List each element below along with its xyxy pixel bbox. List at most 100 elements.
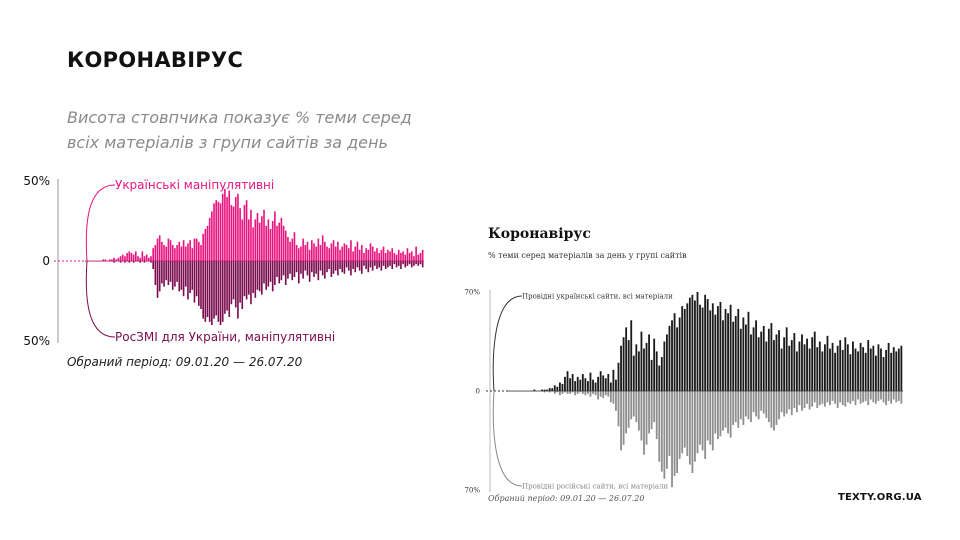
bar (278, 222, 281, 261)
bar (297, 261, 300, 284)
bar (371, 246, 374, 261)
bar (711, 303, 714, 391)
bar (184, 261, 187, 287)
bar (189, 240, 191, 261)
bar (239, 208, 241, 261)
bar (668, 325, 671, 391)
bar (671, 391, 673, 488)
bar (269, 229, 272, 261)
bar (143, 261, 146, 263)
bar (862, 391, 865, 403)
bar (163, 245, 165, 261)
bar (206, 225, 209, 261)
bar (581, 391, 584, 394)
bar (358, 261, 361, 271)
bar (204, 229, 207, 261)
bar (795, 351, 798, 391)
bar (788, 391, 791, 410)
bar (380, 261, 383, 271)
bar (319, 245, 322, 261)
bar (421, 261, 424, 268)
bar (382, 261, 385, 266)
bar (211, 211, 213, 261)
bar (389, 251, 391, 261)
bar (900, 345, 903, 391)
bar (798, 341, 801, 391)
bar (696, 292, 699, 391)
bar (274, 211, 276, 261)
bar (261, 216, 263, 261)
bar (584, 391, 587, 396)
bar (653, 338, 656, 391)
bar (167, 238, 170, 261)
bar (653, 391, 656, 423)
bar (119, 256, 122, 261)
bar (597, 376, 600, 391)
bar (365, 248, 367, 261)
bar (198, 261, 200, 306)
bar (221, 193, 224, 261)
bar (900, 391, 903, 404)
bar (380, 249, 383, 261)
bar (241, 219, 244, 261)
bar (729, 391, 732, 438)
bar (213, 203, 215, 261)
bar (304, 261, 307, 271)
bar (785, 391, 788, 414)
bar (803, 344, 806, 391)
bar (169, 261, 172, 282)
bar (632, 391, 635, 417)
bar (803, 391, 806, 408)
bar (163, 261, 165, 287)
bar (885, 349, 887, 391)
bar (193, 238, 196, 261)
bar (671, 320, 673, 391)
bar (313, 261, 315, 277)
bar (574, 381, 577, 391)
bar (408, 253, 411, 261)
bar (678, 317, 681, 391)
bar (247, 261, 250, 295)
bar (230, 261, 233, 305)
bar (831, 342, 834, 391)
chart-description: Висота стовпчика показує % теми серед вс… (67, 108, 412, 152)
bar (339, 261, 341, 269)
bar (410, 261, 413, 268)
bar (406, 248, 409, 261)
bar (872, 391, 875, 403)
bar (660, 357, 663, 391)
bar (892, 391, 895, 400)
bar (417, 254, 420, 261)
bar (419, 261, 422, 265)
bar (169, 240, 172, 261)
bar (778, 330, 780, 391)
bar (556, 386, 559, 391)
bar (617, 391, 620, 427)
bar (790, 340, 793, 391)
bar (237, 193, 239, 261)
bar (734, 316, 737, 391)
bar (152, 248, 154, 261)
bar (219, 261, 222, 325)
bar (829, 391, 831, 406)
bar (553, 391, 556, 394)
bar (831, 391, 834, 401)
bar (762, 325, 765, 391)
bar (176, 261, 178, 282)
bar (345, 245, 348, 261)
bar (256, 213, 259, 261)
bar (178, 241, 181, 261)
series-label-connector-top (85, 184, 116, 262)
bar (645, 391, 648, 445)
bar (356, 261, 359, 268)
bar (811, 391, 814, 407)
bar (877, 344, 880, 391)
bar (148, 257, 150, 261)
bar (696, 391, 699, 454)
bar (306, 241, 309, 261)
bar (243, 261, 246, 297)
bar (258, 222, 261, 261)
bar (615, 391, 617, 411)
bar (813, 391, 816, 403)
bar (648, 334, 650, 391)
